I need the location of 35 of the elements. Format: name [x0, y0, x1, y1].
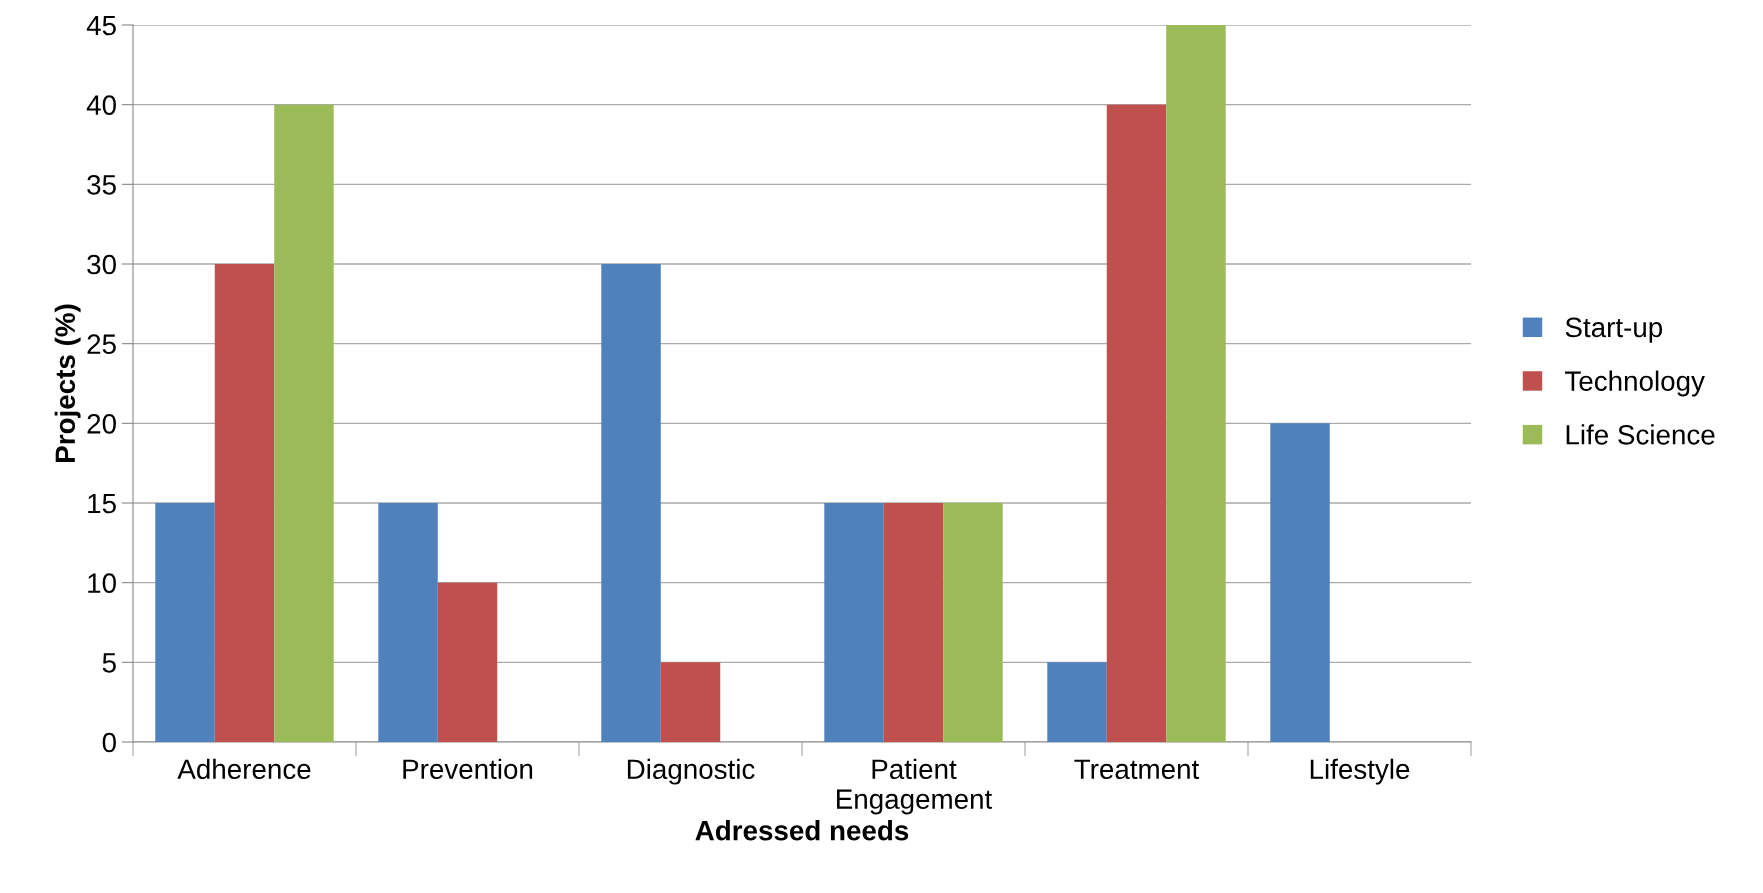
- x-tick-label: Lifestyle: [1310, 758, 1410, 785]
- legend-label: Technology: [1565, 370, 1705, 397]
- bar: [155, 503, 215, 742]
- bar: [437, 582, 498, 742]
- y-tick-label: 20: [87, 414, 116, 434]
- y-tick-label: 10: [88, 573, 116, 594]
- legend-label: Life Science: [1566, 424, 1715, 445]
- legend-label: Start-up: [1565, 317, 1663, 343]
- bar: [274, 104, 334, 742]
- x-tick-label: Adherence: [177, 758, 311, 780]
- x-tick-label: Prevention: [403, 758, 533, 780]
- bar: [1270, 423, 1330, 742]
- bar: [883, 503, 944, 742]
- y-tick-label: 45: [86, 15, 116, 36]
- y-tick-label: 15: [88, 493, 116, 514]
- x-tick-label: Diagnostic: [627, 758, 755, 785]
- y-tick-label: 25: [87, 334, 116, 355]
- bar: [378, 503, 438, 742]
- bar: [1166, 25, 1226, 742]
- y-tick-label: 0: [102, 732, 116, 753]
- bar: [660, 662, 721, 742]
- bar: [1047, 662, 1107, 742]
- x-axis-title: Adressed needs: [695, 820, 909, 841]
- bar: [601, 264, 661, 742]
- y-axis-title: Projects (%): [54, 304, 81, 462]
- bar: [824, 503, 884, 742]
- y-tick-label: 40: [86, 95, 116, 116]
- bar: [1106, 104, 1167, 742]
- bar: [943, 503, 1003, 742]
- y-tick-label: 35: [87, 175, 116, 195]
- x-tick-label: Patient Engagement: [837, 758, 993, 815]
- y-tick-label: 5: [102, 653, 116, 673]
- y-tick-label: 30: [87, 254, 116, 275]
- bar: [214, 264, 275, 742]
- x-tick-label: Treatment: [1074, 759, 1200, 780]
